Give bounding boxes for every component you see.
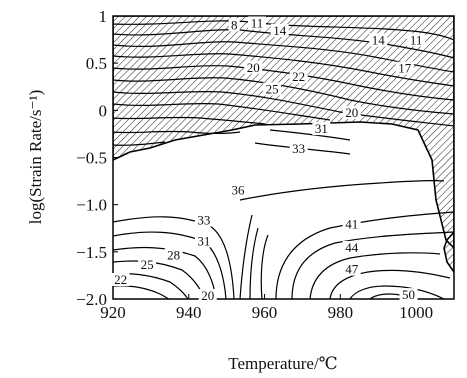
y-axis-title: log(Strain Rate/s⁻¹) (26, 90, 45, 224)
contour-level-label: 11 (251, 15, 264, 30)
contour-label-background (229, 183, 248, 197)
contour-label-background (244, 60, 263, 74)
contour-level-label: 22 (114, 272, 127, 287)
contour-level-label: 11 (410, 32, 423, 47)
contour-label-background (395, 61, 414, 75)
contour-label-background (289, 70, 308, 84)
contour-label-background (270, 23, 289, 37)
contour-level-label: 28 (167, 247, 180, 262)
lower-contours (113, 129, 454, 299)
contour-label-background (342, 217, 361, 231)
x-tick-label: 960 (252, 303, 278, 322)
x-tick-label: 1000 (399, 303, 433, 322)
contour-level-label: 33 (197, 213, 210, 228)
contour-level-label: 33 (292, 141, 305, 156)
contour-label-background (289, 141, 308, 155)
contour-label-background (164, 248, 183, 262)
upper-contours (113, 20, 454, 146)
contour-label-background (228, 18, 240, 32)
contour-label-background (263, 82, 282, 96)
y-tick-label: 1 (99, 7, 108, 26)
x-axis-title: Temperature/℃ (228, 354, 337, 373)
contour-level-label: 20 (345, 105, 358, 120)
contour-label-background (111, 273, 130, 287)
contour-level-label: 20 (247, 60, 260, 75)
y-tick-label: −1.0 (76, 196, 107, 215)
x-tick-label: 920 (100, 303, 126, 322)
contour-label-background (407, 33, 426, 47)
y-tick-label: −1.5 (76, 243, 107, 262)
contour-label-background (342, 106, 361, 120)
contour-level-label: 44 (345, 240, 359, 255)
y-tick-label: 0 (99, 101, 108, 120)
contour-label-background (369, 33, 388, 47)
x-tick-label: 980 (328, 303, 354, 322)
contour-label-background (194, 234, 213, 248)
contour-label-background (399, 288, 418, 302)
contour-labels: 8 11 14 14 11 17 20 22 25 20 31 33 36 33 31 28 25 22 20 41 4… (111, 15, 426, 303)
contour-label-background (194, 213, 213, 227)
contour-label-background (312, 122, 331, 136)
contour-level-label: 47 (345, 262, 359, 277)
contour-level-label: 20 (201, 288, 214, 303)
contour-level-label: 31 (197, 233, 210, 248)
y-tick-labels: 1 0.5 0 −0.5 −1.0 −1.5 −2.0 (76, 7, 107, 309)
contour-level-label: 14 (372, 32, 386, 47)
contour-label-background (247, 16, 266, 30)
contour-level-label: 50 (402, 287, 415, 302)
instability-region-right (443, 230, 454, 274)
y-tick-label: 0.5 (86, 54, 107, 73)
contour-label-background (138, 257, 157, 271)
contour-label-background (198, 289, 217, 303)
contour-level-label: 22 (292, 69, 305, 84)
y-tick-label: −0.5 (76, 149, 107, 168)
contour-level-label: 25 (266, 81, 279, 96)
x-tick-labels: 920 940 960 980 1000 (100, 303, 433, 322)
contour-level-label: 31 (315, 121, 328, 136)
contour-level-label: 17 (398, 61, 412, 76)
contour-level-label: 14 (273, 23, 287, 38)
contour-level-label: 41 (345, 216, 358, 231)
y-tick-label: −2.0 (76, 290, 107, 309)
contour-level-label: 8 (231, 17, 238, 32)
contour-label-background (342, 240, 361, 254)
contour-level-label: 36 (232, 182, 246, 197)
contour-level-label: 25 (141, 257, 154, 272)
x-tick-label: 940 (176, 303, 202, 322)
contour-label-background (342, 262, 361, 276)
